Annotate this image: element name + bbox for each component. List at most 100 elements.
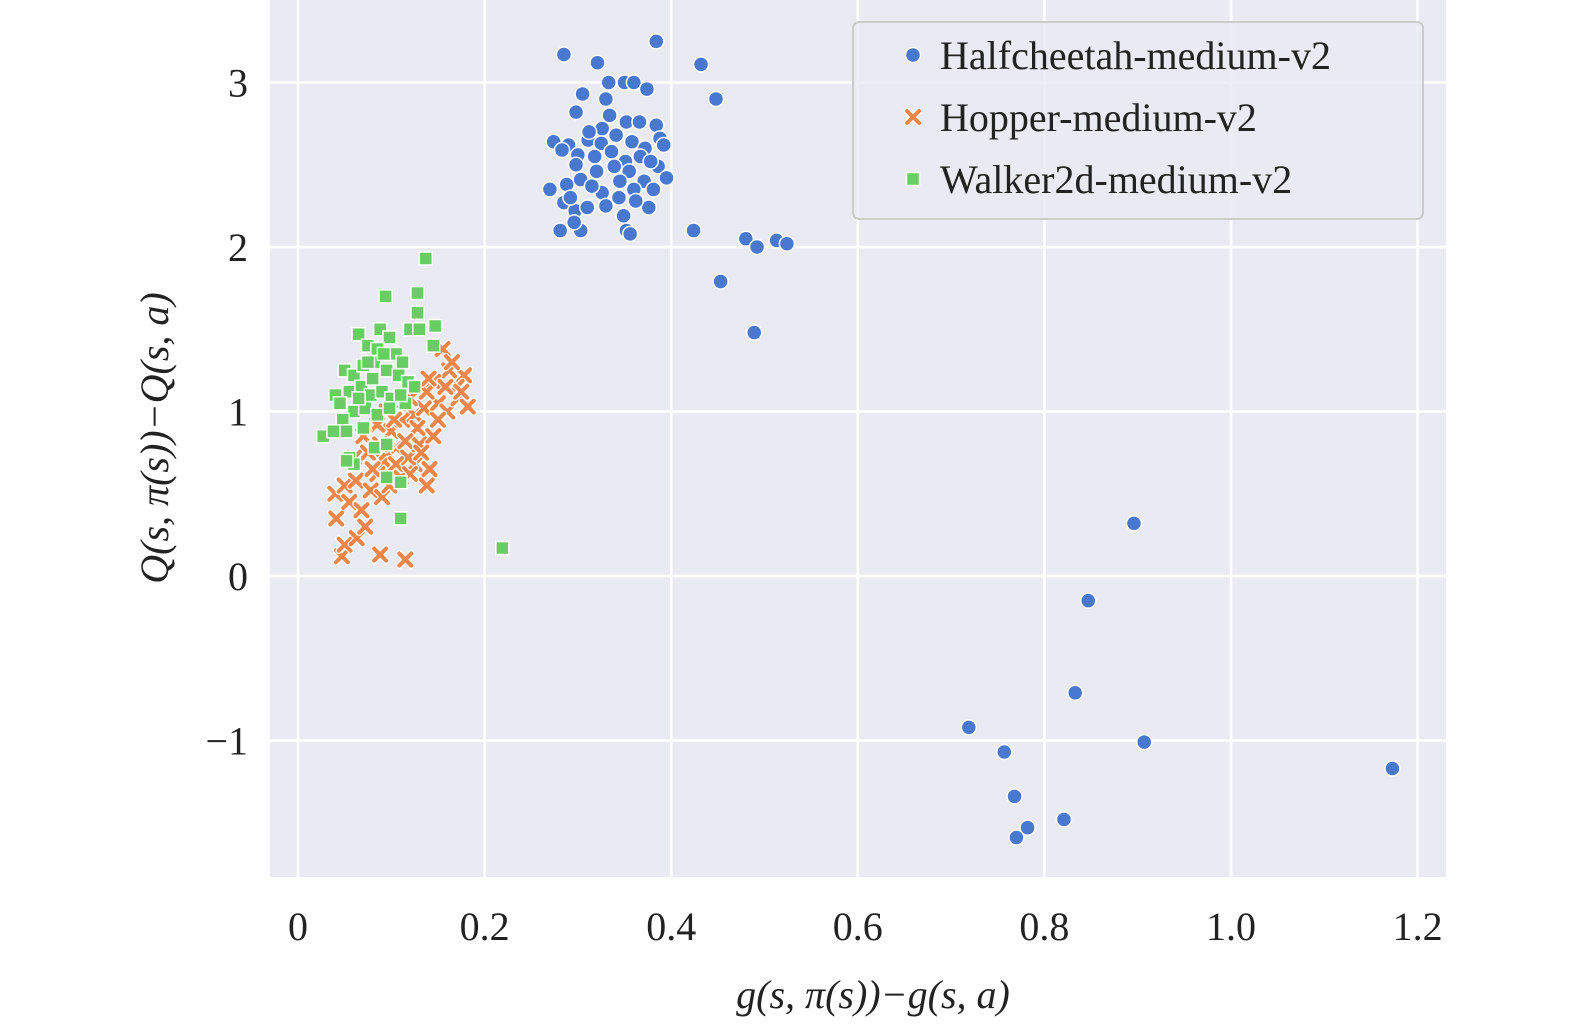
x-tick-label: 0.6 — [833, 904, 883, 949]
legend-label: Hopper-medium-v2 — [940, 95, 1257, 140]
data-point — [427, 318, 443, 334]
data-point — [555, 46, 573, 63]
data-point — [586, 148, 603, 165]
data-point — [707, 90, 725, 108]
data-point — [655, 136, 672, 154]
data-point — [346, 471, 366, 490]
data-point — [640, 199, 658, 216]
x-axis-label: g(s, π(s))−g(s, a) — [736, 972, 1010, 1017]
data-point — [712, 273, 729, 290]
data-point — [419, 369, 438, 388]
data-point — [541, 181, 559, 198]
data-point — [386, 454, 406, 474]
legend: Halfcheetah-medium-v2 Hopper-medium-v2 Wal… — [852, 21, 1424, 220]
data-point — [326, 423, 341, 439]
data-point — [379, 470, 394, 485]
data-point — [379, 363, 394, 378]
data-point — [737, 230, 755, 248]
data-point — [428, 410, 448, 429]
data-point — [1006, 788, 1023, 805]
data-point — [588, 163, 605, 180]
data-point — [356, 420, 371, 436]
data-point — [370, 407, 385, 423]
data-point — [360, 354, 376, 370]
x-tick-label: 0.8 — [1019, 904, 1069, 949]
data-point — [623, 133, 641, 150]
data-point — [393, 474, 408, 490]
data-point — [398, 448, 418, 467]
y-tick-labels: −1 0 1 2 3 — [205, 61, 248, 764]
data-point — [410, 285, 425, 301]
data-point — [376, 346, 392, 362]
data-point — [620, 163, 638, 180]
legend-marker-icon — [905, 171, 921, 187]
data-point — [393, 387, 408, 403]
data-point — [597, 90, 615, 108]
series-1 — [326, 339, 478, 569]
data-point — [495, 540, 510, 556]
data-point — [627, 192, 644, 210]
data-point — [408, 418, 427, 438]
data-point — [410, 305, 425, 321]
data-point — [396, 550, 415, 569]
data-point — [1019, 819, 1036, 836]
data-point — [606, 158, 623, 175]
data-point — [384, 410, 404, 429]
data-point — [412, 322, 427, 337]
data-point — [578, 199, 596, 216]
data-point — [615, 207, 632, 224]
data-point — [379, 437, 394, 452]
data-point — [745, 324, 763, 341]
data-point — [611, 172, 629, 190]
data-point — [551, 222, 569, 239]
data-point — [567, 103, 585, 121]
data-point — [1384, 760, 1401, 777]
data-point — [562, 189, 579, 206]
data-point — [395, 354, 410, 370]
data-point — [631, 113, 648, 131]
legend-label: Walker2d-medium-v2 — [940, 157, 1292, 202]
y-tick-label: 0 — [228, 554, 248, 599]
y-tick-label: −1 — [205, 719, 248, 764]
data-point — [658, 169, 675, 187]
data-point — [589, 54, 606, 72]
data-point — [692, 56, 710, 73]
data-point — [553, 141, 571, 159]
y-tick-label: 1 — [228, 390, 248, 435]
data-point — [583, 177, 601, 195]
data-point — [396, 431, 415, 451]
data-point — [361, 481, 381, 500]
data-point — [748, 238, 766, 256]
data-point — [335, 535, 354, 554]
data-point — [393, 511, 408, 526]
data-point — [382, 330, 397, 345]
data-point — [645, 181, 662, 198]
data-point — [442, 352, 462, 372]
data-point — [363, 459, 382, 479]
data-point — [351, 391, 366, 406]
data-point — [1135, 733, 1153, 751]
data-point — [610, 189, 628, 206]
data-point — [420, 459, 439, 479]
x-tick-label: 0.4 — [646, 904, 696, 949]
data-point — [625, 74, 643, 91]
data-point — [996, 743, 1013, 761]
x-tick-label: 1.2 — [1393, 904, 1443, 949]
data-point — [574, 85, 591, 103]
data-point — [580, 123, 598, 141]
data-point — [565, 214, 583, 231]
data-point — [365, 371, 380, 386]
data-point — [960, 719, 978, 736]
data-point — [327, 509, 346, 528]
data-point — [418, 251, 434, 266]
data-point — [648, 33, 665, 50]
data-point — [1080, 592, 1097, 609]
y-tick-label: 3 — [228, 61, 248, 106]
data-point — [382, 400, 397, 416]
y-tick-label: 2 — [228, 225, 248, 270]
data-point — [339, 453, 354, 469]
x-tick-label: 1.0 — [1206, 904, 1256, 949]
data-point — [424, 426, 443, 446]
data-point — [339, 423, 354, 439]
